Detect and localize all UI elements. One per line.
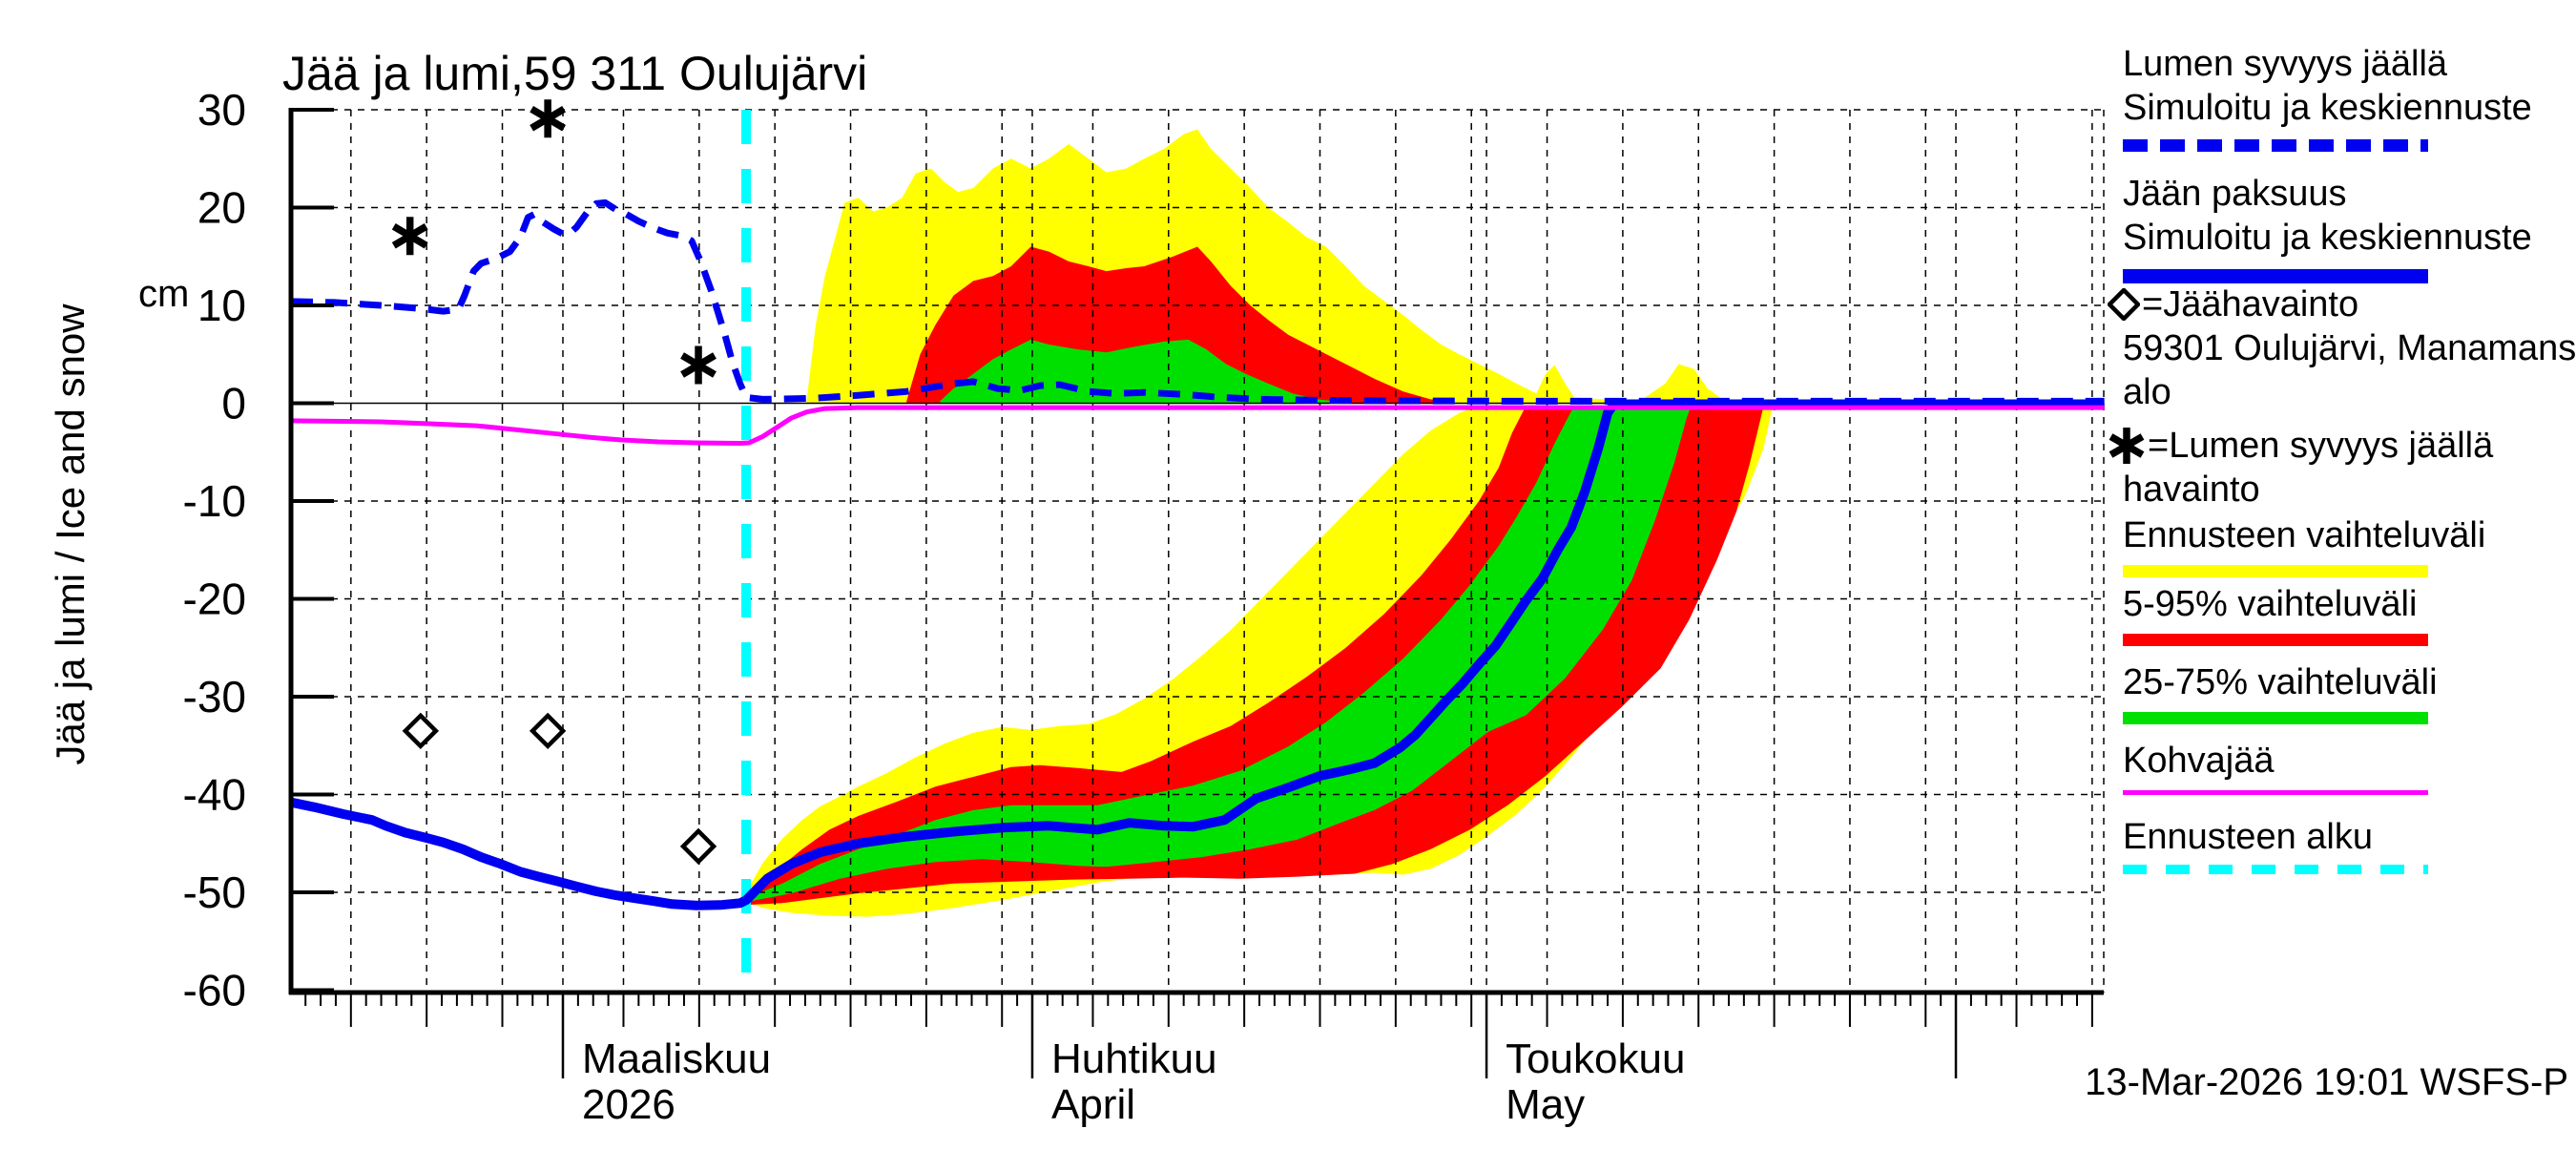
marker-diamond-ice-observation — [529, 712, 567, 750]
marker-diamond-ice-observation — [679, 827, 717, 866]
legend-item-kohvajaa: Kohvajää — [2123, 739, 2576, 795]
y-tick-label: 20 — [197, 183, 246, 233]
line-ice-thickness-simulated-and-median-forecast — [289, 399, 2105, 910]
legend-label: Lumen syvyys jäällä — [2123, 44, 2448, 84]
legend-sample-magenta-line — [2123, 790, 2428, 795]
marker-asterisk-snow-observation — [530, 99, 567, 138]
y-tick-label: -30 — [183, 672, 246, 721]
y-tick-label: 30 — [197, 85, 246, 135]
line-kohvajaa-frazil-ice — [290, 405, 2105, 446]
legend-sample-red-band — [2123, 634, 2428, 646]
legend-item-snow-simulated: Lumen syvyys jäällä Simuloitu ja keskien… — [2123, 42, 2576, 152]
x-month-sublabel: April — [1051, 1081, 1135, 1128]
legend-item-snow-observation: =Lumen syvyys jäällä havainto — [2109, 424, 2576, 512]
legend-sample-yellow-band — [2123, 565, 2428, 577]
legend-sample-blue-dashed-line — [2123, 139, 2428, 152]
legend-sample-cyan-dashed-line — [2123, 865, 2428, 874]
chart-title: Jää ja lumi,59 311 Oulujärvi — [282, 47, 868, 100]
legend-label: 25-75% vaihteluväli — [2123, 662, 2438, 702]
legend-label: Ennusteen vaihteluväli — [2123, 515, 2486, 555]
legend-label: 59301 Oulujärvi, Manamans — [2123, 328, 2576, 368]
legend-label: Jään paksuus — [2123, 174, 2347, 214]
y-tick-label: -40 — [183, 770, 246, 820]
legend-label: =Lumen syvyys jäällä — [2148, 426, 2494, 466]
y-axis-label: Jää ja lumi / Ice and snow — [48, 303, 93, 765]
x-month-label: Huhtikuu — [1051, 1035, 1217, 1082]
y-tick-label: -20 — [183, 575, 246, 624]
legend-label: havainto — [2123, 470, 2260, 510]
legend-label: Simuloitu ja keskiennuste — [2123, 218, 2532, 258]
legend-item-range-25-75: 25-75% vaihteluväli — [2123, 660, 2576, 724]
legend-label: 5-95% vaihteluväli — [2123, 584, 2418, 624]
y-tick-label: 0 — [221, 379, 246, 429]
legend-item-range-full: Ennusteen vaihteluväli — [2123, 513, 2576, 577]
legend-sample-blue-solid-line — [2123, 269, 2428, 283]
legend-sample-green-band — [2123, 712, 2428, 724]
timestamp: 13-Mar-2026 19:01 WSFS-P — [2085, 1061, 2568, 1103]
asterisk-icon — [2109, 428, 2145, 464]
legend-label: Ennusteen alku — [2123, 817, 2373, 857]
x-month-label: Maaliskuu — [582, 1035, 771, 1082]
marker-diamond-ice-observation — [402, 712, 440, 750]
legend-label: =Jäähavainto — [2142, 284, 2359, 324]
legend-item-forecast-start: Ennusteen alku — [2123, 815, 2576, 874]
legend-label: Simuloitu ja keskiennuste — [2123, 88, 2532, 128]
marker-asterisk-snow-observation — [391, 217, 428, 256]
x-month-label: Toukokuu — [1506, 1035, 1685, 1082]
y-tick-label: -50 — [183, 868, 246, 917]
x-month-sublabel: 2026 — [582, 1081, 675, 1128]
y-tick-label: 10 — [197, 281, 246, 330]
legend-label: alo — [2123, 372, 2171, 412]
diamond-icon — [2108, 288, 2140, 321]
legend-label: Kohvajää — [2123, 741, 2275, 781]
y-tick-label: -10 — [183, 476, 246, 526]
legend-item-ice-observation: =Jäähavainto 59301 Oulujärvi, Manamans a… — [2108, 282, 2576, 414]
y-tick-label: -60 — [183, 966, 246, 1015]
y-axis-unit: cm — [138, 273, 190, 315]
legend-item-ice-simulated: Jään paksuus Simuloitu ja keskiennuste — [2123, 172, 2576, 283]
x-month-sublabel: May — [1506, 1081, 1585, 1128]
legend-item-range-5-95: 5-95% vaihteluväli — [2123, 582, 2576, 646]
marker-asterisk-snow-observation — [680, 345, 717, 385]
